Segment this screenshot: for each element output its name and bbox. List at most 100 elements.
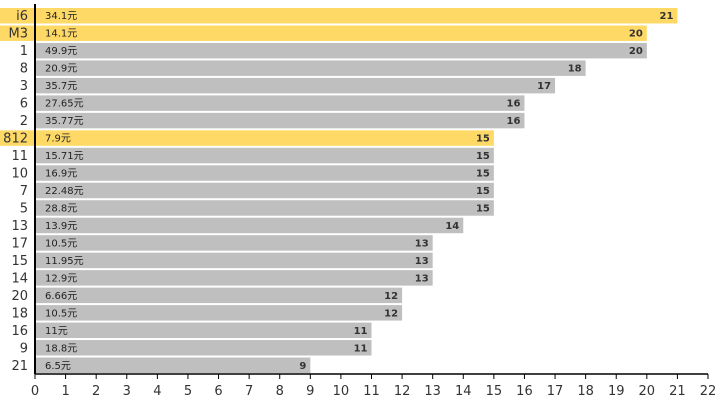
x-tick-label: 7 [245, 384, 253, 399]
x-tick-label: 17 [547, 384, 564, 399]
category-label: 8 [20, 62, 28, 77]
price-label: 22.48元 [45, 186, 84, 197]
bar [35, 60, 586, 76]
x-tick-label: 14 [455, 384, 472, 399]
bar [35, 305, 403, 321]
bar [35, 235, 433, 251]
price-label: 16.9元 [45, 169, 77, 180]
bar [35, 147, 494, 164]
bar [35, 322, 372, 339]
price-label: 49.9元 [45, 46, 77, 57]
price-label: 34.1元 [45, 11, 77, 22]
bar [35, 8, 678, 24]
price-label: 20.9元 [45, 64, 77, 75]
category-label: 15 [11, 254, 28, 269]
value-label: 15 [476, 169, 490, 180]
value-label: 15 [476, 186, 490, 197]
x-axis-ticks: 0 1 2 3 4 5 6 7 8 9 10 11 12 13 14 15 16 17 18 19 20 21 22 [31, 374, 716, 399]
price-label: 18.8元 [45, 343, 77, 354]
bar [35, 77, 556, 94]
x-tick-label: 6 [214, 384, 222, 399]
x-tick-label: 5 [184, 384, 192, 399]
price-label: 15.71元 [45, 151, 84, 162]
category-highlight [0, 25, 34, 41]
price-label: 12.9元 [45, 273, 77, 284]
category-label: 20 [11, 289, 28, 304]
value-label: 17 [537, 81, 551, 92]
value-label: 13 [415, 273, 429, 284]
bar [35, 42, 647, 59]
category-label: 13 [11, 219, 28, 234]
value-label: 15 [476, 134, 490, 145]
value-label: 15 [476, 151, 490, 162]
x-tick-label: 1 [61, 384, 69, 399]
bar [35, 25, 647, 41]
x-tick-label: 16 [516, 384, 533, 399]
bar [35, 217, 464, 234]
category-highlight [0, 8, 34, 24]
category-label: 2 [20, 114, 28, 129]
value-label: 13 [415, 238, 429, 249]
bars [35, 8, 678, 373]
x-tick-label: 19 [608, 384, 625, 399]
category-highlight [0, 130, 34, 146]
value-label: 11 [354, 343, 368, 354]
value-label: 15 [476, 203, 490, 214]
price-label: 28.8元 [45, 203, 77, 214]
price-label: 27.65元 [45, 99, 84, 110]
bar [35, 340, 372, 356]
category-label: 11 [11, 149, 28, 164]
value-label: 16 [507, 99, 521, 110]
bar [35, 357, 311, 373]
x-tick-label: 8 [276, 384, 284, 399]
price-label: 11.95元 [45, 256, 84, 267]
price-label: 13.9元 [45, 221, 77, 232]
category-label: 18 [11, 306, 28, 321]
x-tick-label: 11 [363, 384, 380, 399]
category-label: i6 [16, 9, 28, 24]
x-tick-label: 10 [333, 384, 350, 399]
x-tick-label: 20 [639, 384, 656, 399]
price-label: 6.66元 [45, 291, 77, 302]
bar [35, 130, 494, 146]
category-label: M3 [9, 27, 29, 42]
category-label: 17 [11, 236, 28, 251]
price-label: 7.9元 [45, 134, 71, 145]
value-label: 9 [299, 361, 306, 372]
value-label: 20 [629, 29, 643, 40]
x-tick-label: 2 [92, 384, 100, 399]
value-label: 12 [384, 308, 398, 319]
bar [35, 252, 433, 269]
bar [35, 200, 494, 216]
price-label: 35.7元 [45, 81, 77, 92]
price-label: 35.77元 [45, 116, 84, 127]
x-tick-label: 0 [31, 384, 39, 399]
x-tick-label: 13 [424, 384, 441, 399]
bar [35, 270, 433, 286]
category-label: 9 [20, 341, 28, 356]
category-label: 10 [11, 167, 28, 182]
value-label: 21 [659, 11, 673, 22]
value-label: 14 [445, 221, 459, 232]
price-labels: 34.1元 14.1元 49.9元 20.9元 35.7元 27.65元 35.77元 7.9… [45, 11, 84, 372]
value-label: 13 [415, 256, 429, 267]
bar [35, 287, 403, 304]
value-label: 16 [507, 116, 521, 127]
price-label: 10.5元 [45, 308, 77, 319]
bar [35, 95, 525, 111]
value-label: 20 [629, 46, 643, 57]
bar [35, 165, 494, 181]
category-label: 21 [11, 359, 28, 374]
x-tick-label: 22 [700, 384, 717, 399]
x-tick-label: 9 [306, 384, 314, 399]
x-tick-label: 12 [394, 384, 411, 399]
price-label: 14.1元 [45, 29, 77, 40]
value-label: 12 [384, 291, 398, 302]
value-label: 11 [354, 326, 368, 337]
category-label: 3 [20, 79, 28, 94]
category-label: 7 [20, 184, 28, 199]
category-label: 16 [11, 324, 28, 339]
price-label: 10.5元 [45, 238, 77, 249]
